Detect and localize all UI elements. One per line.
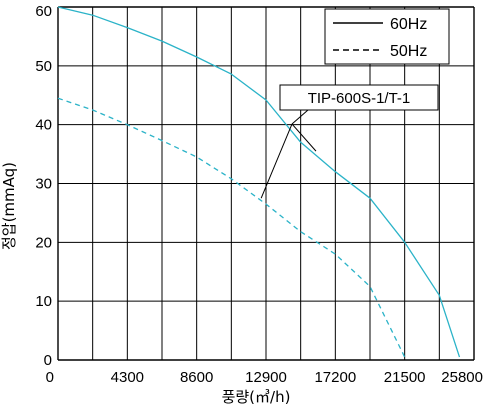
legend-label-60hz: 60Hz bbox=[390, 16, 427, 33]
y-tick-label: 0 bbox=[44, 352, 52, 369]
x-tick-label: 8600 bbox=[180, 369, 213, 386]
y-tick-label: 50 bbox=[35, 58, 52, 75]
tick-labels: 0 4300 8600 12900 17200 21500 25800 0 10 20 30 40 50… bbox=[35, 3, 483, 386]
x-tick-label: 0 bbox=[46, 369, 54, 386]
model-label-box bbox=[279, 84, 439, 111]
series-line-50hz bbox=[57, 97, 406, 358]
annotation-leader-line bbox=[260, 123, 293, 199]
y-tick-label: 60 bbox=[35, 3, 52, 20]
y-tick-label: 10 bbox=[35, 293, 52, 310]
legend-label-50hz: 50Hz bbox=[390, 43, 427, 60]
y-tick-label: 20 bbox=[35, 234, 52, 251]
model-label: TIP-600S-1/T-1 bbox=[308, 90, 411, 107]
x-tick-label: 12900 bbox=[245, 369, 287, 386]
model-annotation: TIP-600S-1/T-1 bbox=[260, 84, 439, 199]
x-tick-label: 17200 bbox=[314, 369, 356, 386]
x-tick-label: 25800 bbox=[441, 369, 483, 386]
x-tick-label: 4300 bbox=[111, 369, 144, 386]
legend: 60Hz 50Hz bbox=[324, 8, 450, 65]
grid bbox=[57, 6, 475, 361]
legend-box bbox=[324, 8, 450, 65]
y-axis-title: 정압(mmAq) bbox=[0, 162, 18, 250]
series-layer bbox=[57, 6, 461, 358]
y-tick-label: 40 bbox=[35, 117, 52, 134]
y-tick-label: 30 bbox=[35, 176, 52, 193]
annotation-leader-line bbox=[291, 123, 317, 152]
series-line-60hz bbox=[57, 6, 461, 358]
x-tick-label: 21500 bbox=[384, 369, 426, 386]
x-axis-title: 풍량(㎥/h) bbox=[222, 388, 291, 406]
annotation-leader-line bbox=[291, 109, 309, 125]
